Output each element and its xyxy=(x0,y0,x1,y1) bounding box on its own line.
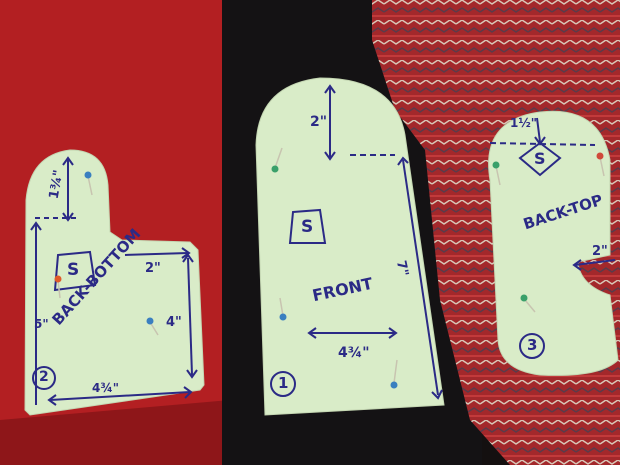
back-bottom-s-label: S xyxy=(67,260,80,280)
front-length-label: 7" xyxy=(392,259,411,278)
back-top-s-label: S xyxy=(534,149,546,168)
front-width-label: 4¾" xyxy=(338,345,370,361)
back-bottom-width-bottom-label: 4¾" xyxy=(92,381,120,395)
number-circles xyxy=(32,333,545,397)
back-top-top-label: 1½" xyxy=(510,116,538,130)
back-bottom-width-top-label: 2" xyxy=(145,261,161,276)
pins xyxy=(54,147,605,389)
back-top-number-label: 3 xyxy=(527,336,538,354)
front-number-label: 1 xyxy=(278,374,289,392)
front-s-label: S xyxy=(301,217,314,237)
front-pattern xyxy=(255,77,445,416)
back-top-pattern xyxy=(488,110,619,376)
back-top-thumb-label: 2" xyxy=(592,244,608,259)
back-bottom-number-label: 2 xyxy=(39,369,49,385)
front-top-label: 2" xyxy=(310,114,328,130)
front-ink xyxy=(288,84,443,400)
back-top-ink xyxy=(489,117,616,271)
back-bottom-ink xyxy=(30,156,198,406)
back-bottom-right-label: 4" xyxy=(166,315,182,330)
red-fabric-shadow xyxy=(0,400,230,465)
back-bottom-side-label: 5" xyxy=(34,317,49,331)
